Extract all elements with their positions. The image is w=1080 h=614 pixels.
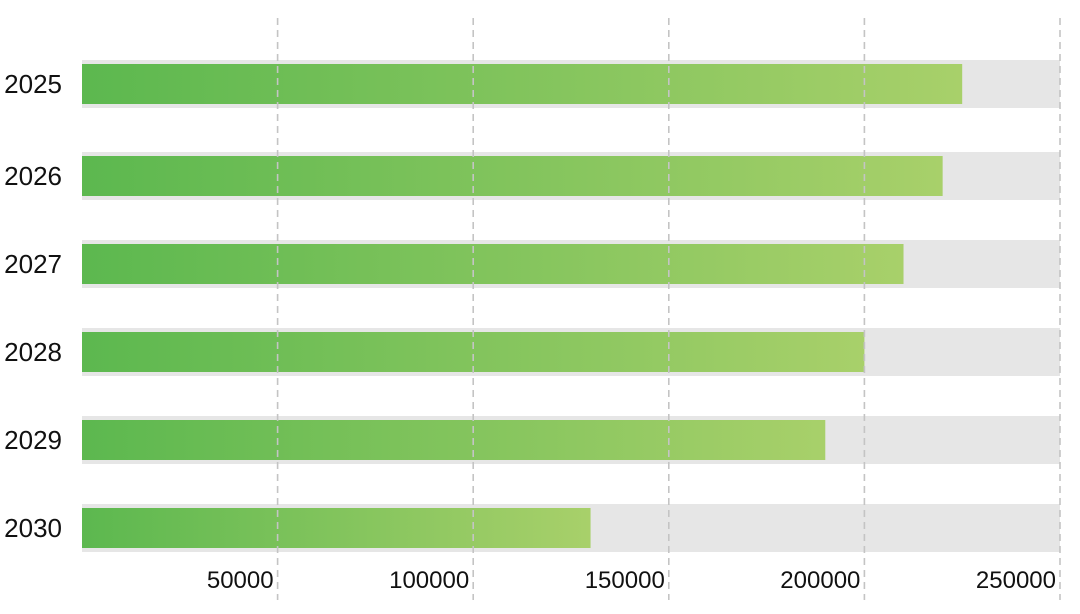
bar-2025[interactable] <box>82 64 963 104</box>
data-bars <box>82 64 963 548</box>
y-axis-label-2026: 2026 <box>4 161 62 191</box>
x-axis-tick-labels: 50000 100000 150000 200000 250000 <box>207 567 1056 594</box>
x-tick-label-150000: 150000 <box>585 567 665 594</box>
bar-2030[interactable] <box>82 508 591 548</box>
y-axis-label-2030: 2030 <box>4 513 62 543</box>
bar-2029[interactable] <box>82 420 826 460</box>
bar-2027[interactable] <box>82 244 904 284</box>
y-axis-label-2027: 2027 <box>4 249 62 279</box>
vertical-gridlines <box>276 18 1061 600</box>
bar-2028[interactable] <box>82 332 865 372</box>
x-tick-label-100000: 100000 <box>389 567 469 594</box>
y-axis-label-2028: 2028 <box>4 337 62 367</box>
x-tick-label-200000: 200000 <box>780 567 860 594</box>
background-tracks <box>82 60 1060 552</box>
y-axis-label-2025: 2025 <box>4 69 62 99</box>
y-axis-labels: 2025 2026 2027 2028 2029 2030 <box>4 69 62 543</box>
x-tick-label-250000: 250000 <box>976 567 1056 594</box>
y-axis-label-2029: 2029 <box>4 425 62 455</box>
bar-2026[interactable] <box>82 156 943 196</box>
x-tick-label-50000: 50000 <box>207 567 274 594</box>
